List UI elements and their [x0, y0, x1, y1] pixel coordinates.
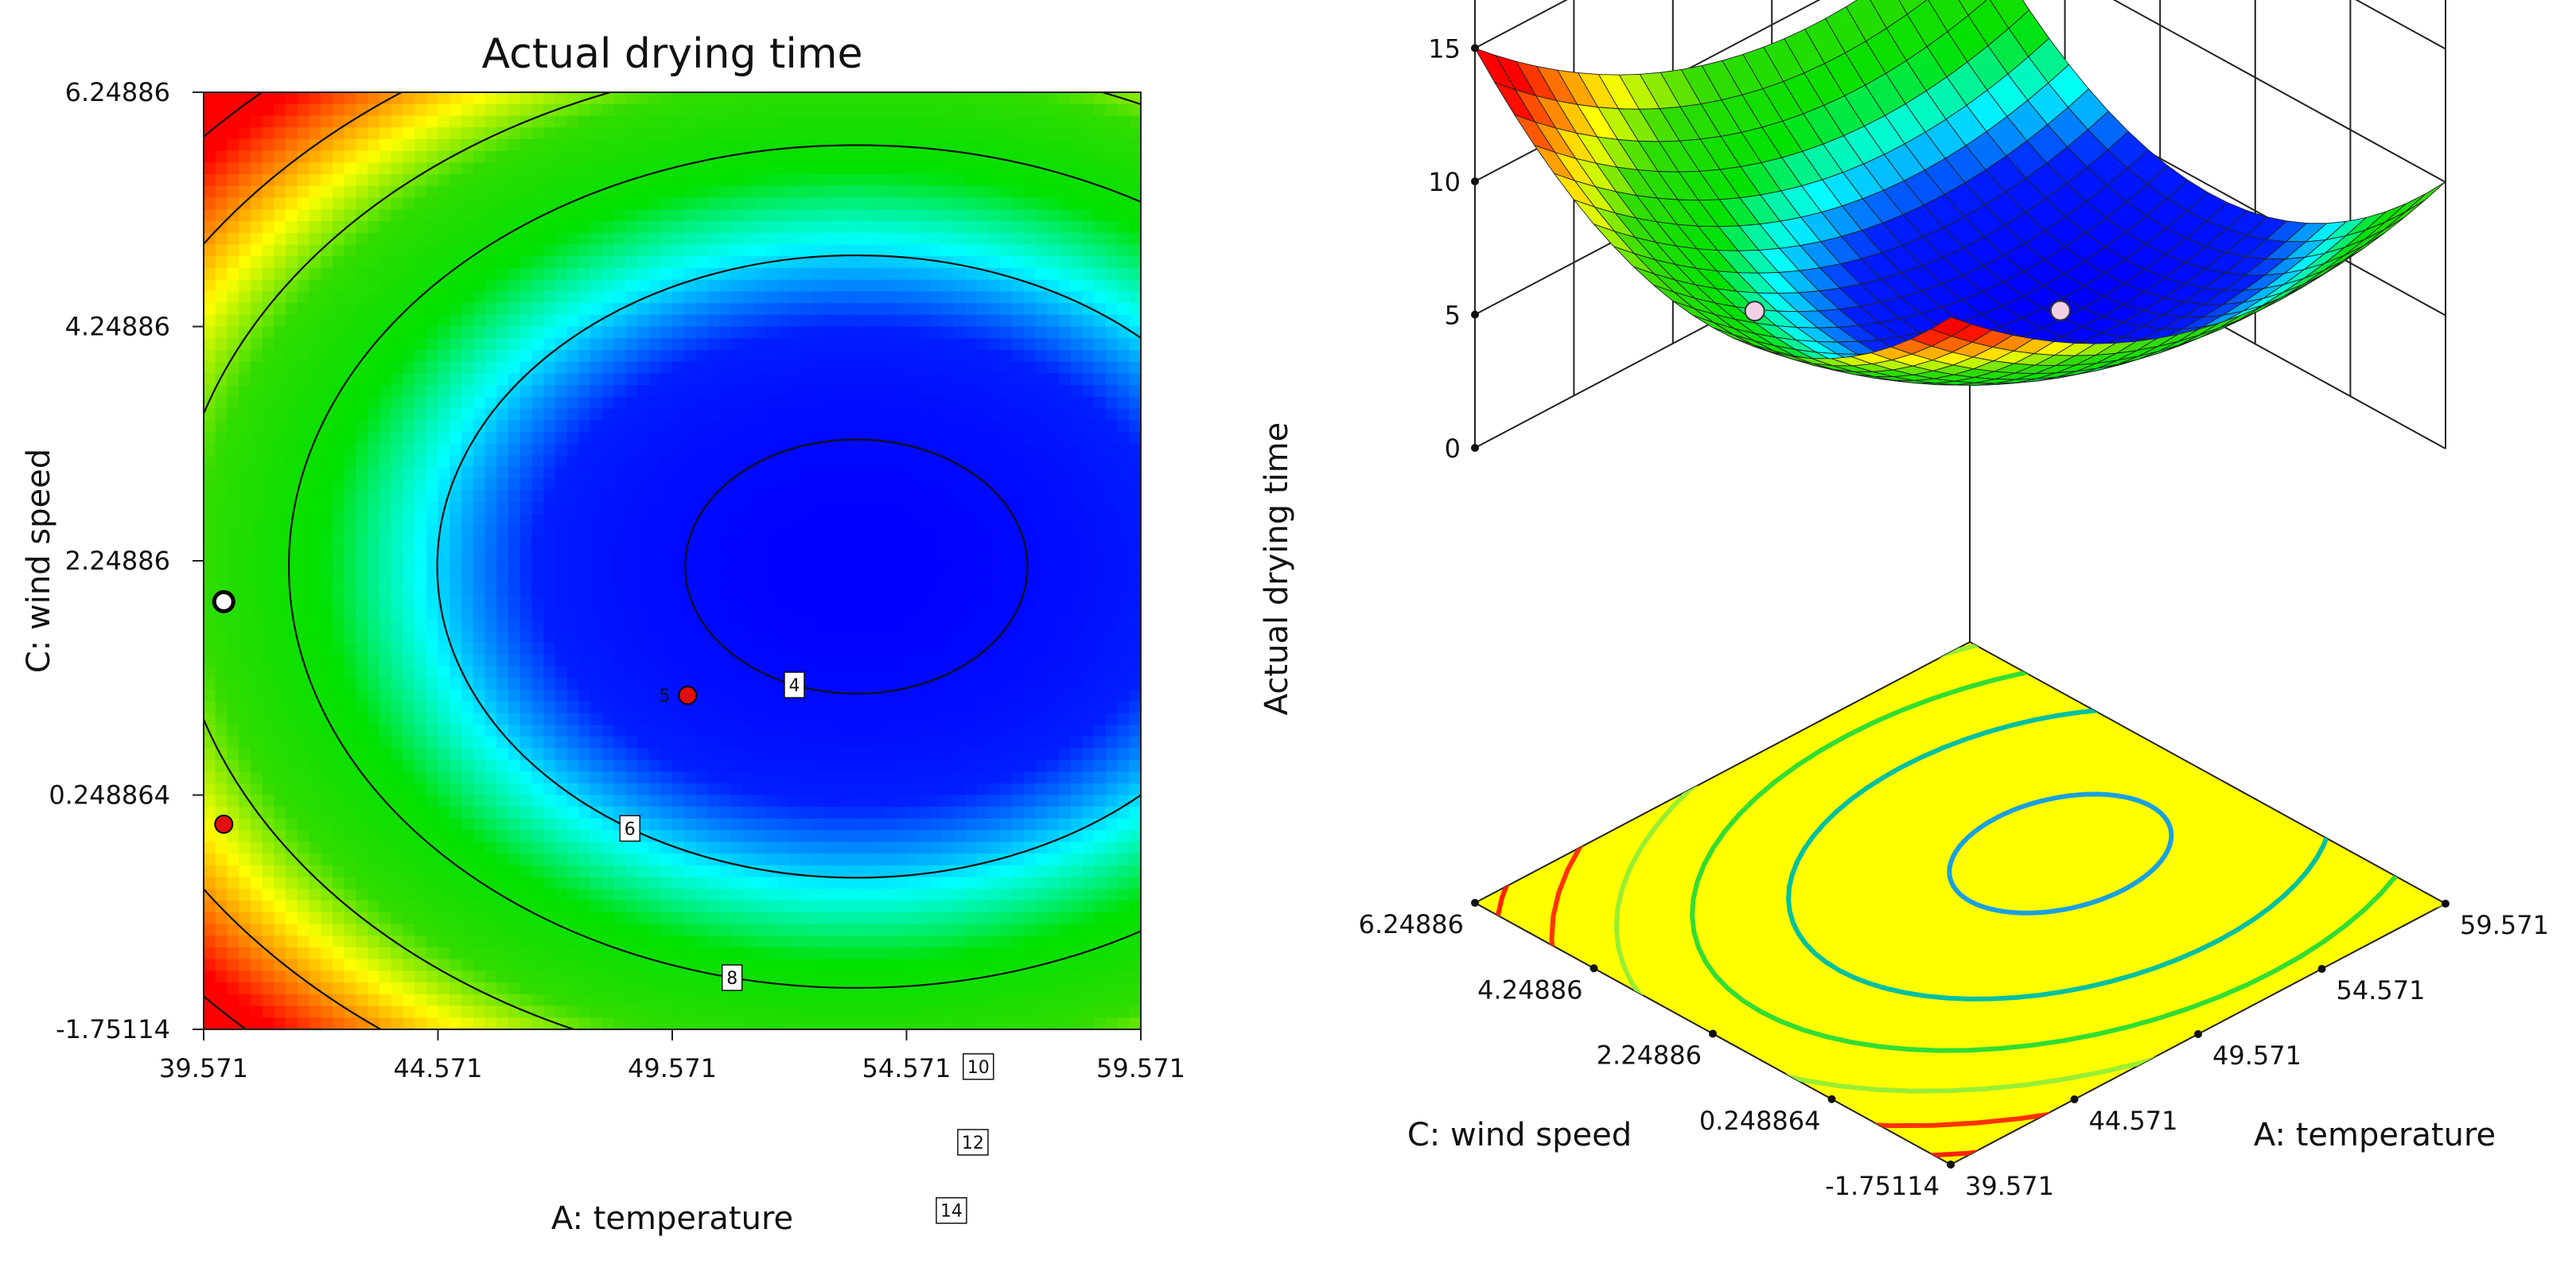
c-tick-label: -1.75114 [1825, 1171, 1940, 1201]
x-axis: 39.571 44.571 49.571 54.571 59.571 [159, 1029, 1185, 1083]
design-points: 5 [212, 589, 698, 834]
y-axis-label: C: wind speed [21, 449, 57, 673]
floor-contour [1690, 654, 2431, 1053]
a-tick-label: 39.571 [1965, 1171, 2054, 1201]
x-tick-label: 49.571 [628, 1053, 717, 1083]
c-tick-label: 2.24886 [1597, 1040, 1702, 1071]
contour-label-10: 10 [963, 1053, 994, 1080]
y-tick-label: 2.24886 [65, 546, 170, 576]
a-tick-label: 54.571 [2337, 975, 2426, 1005]
contour-level-labels: 4 6 8 10 12 14 [619, 671, 994, 1224]
contour-label-14: 14 [936, 1196, 967, 1224]
surface-a-axis-label: A: temperature [2254, 1117, 2496, 1153]
surface-c-axis-label: C: wind speed [1407, 1117, 1632, 1153]
contour-line-6 [436, 254, 1141, 879]
x-tick-label: 54.571 [862, 1053, 951, 1083]
contour-line-4 [684, 438, 1029, 695]
contour-fill [204, 92, 1141, 1029]
a-tick-label: 49.571 [2212, 1040, 2302, 1071]
surface-point [2049, 300, 2071, 321]
floor-contour [1786, 706, 2335, 1001]
z-tick-label: 0 [1445, 434, 1461, 464]
y-axis: -1.75114 0.248864 2.24886 4.24886 6.24886 [49, 77, 204, 1044]
contour-label-8: 8 [721, 964, 743, 991]
design-point [214, 815, 234, 834]
surface-plot: 05101520-1.751140.2488642.248864.248866.… [1259, 0, 2549, 1202]
x-tick-label: 39.571 [159, 1053, 248, 1083]
contour-label-6: 6 [619, 815, 641, 842]
c-tick-label: 0.248864 [1699, 1106, 1821, 1136]
z-tick-label: 5 [1445, 301, 1461, 331]
contour-line-8 [288, 144, 1141, 989]
x-axis-label: A: temperature [551, 1200, 793, 1237]
floor-plane [1473, 640, 2448, 1166]
z-axis-label: Actual drying time [1259, 422, 1295, 715]
z-tick-label: 15 [1428, 34, 1461, 64]
floor-contours [1473, 640, 2448, 1166]
a-tick-label: 59.571 [2460, 910, 2549, 940]
response-surface [1474, 0, 2446, 386]
y-tick-label: 6.24886 [65, 77, 170, 107]
y-tick-label: -1.75114 [56, 1014, 170, 1044]
x-tick-label: 59.571 [1096, 1053, 1185, 1083]
surface-ticks: 05101520-1.751140.2488642.248864.248866.… [1359, 34, 2549, 1202]
x-tick-label: 44.571 [394, 1053, 483, 1083]
c-tick-label: 4.24886 [1477, 974, 1582, 1005]
contour-label-12: 12 [957, 1129, 989, 1156]
design-point [212, 589, 235, 613]
z-tick-label: 10 [1428, 167, 1461, 197]
floor-contour [1947, 791, 2174, 916]
contour-plot: Actual drying time 39.571 44.571 49.571 54.… [21, 30, 1185, 1237]
y-tick-label: 0.248864 [49, 780, 170, 811]
contour-lines [204, 92, 1141, 1029]
contour-title: Actual drying time [481, 30, 862, 78]
surface-point [1744, 301, 1765, 322]
c-tick-label: 6.24886 [1359, 909, 1464, 939]
design-point: 5 [659, 686, 698, 706]
y-tick-label: 4.24886 [65, 312, 170, 342]
a-tick-label: 44.571 [2089, 1106, 2178, 1136]
contour-label-4: 4 [784, 671, 805, 698]
